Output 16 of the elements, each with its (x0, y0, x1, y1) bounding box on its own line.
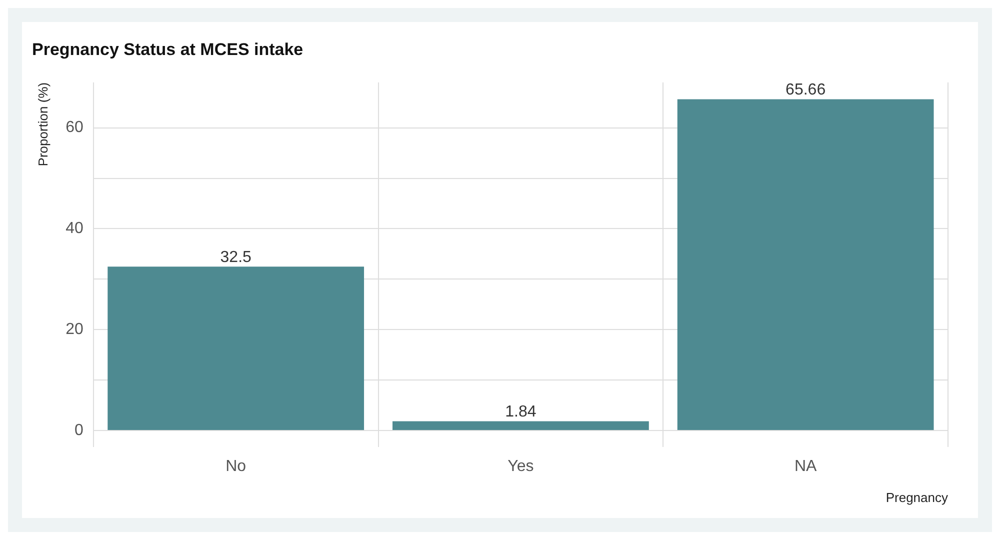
bar (108, 266, 364, 430)
bar (392, 421, 649, 430)
y-axis-title: Proportion (%) (35, 82, 50, 166)
data-label: 32.5 (220, 248, 252, 266)
bar (677, 99, 934, 430)
y-tick-label: 60 (66, 119, 84, 136)
x-axis-title: Pregnancy (886, 490, 948, 505)
x-tick-label: No (226, 458, 246, 476)
y-tick-label: 0 (74, 422, 84, 439)
x-tick-label: Yes (508, 458, 534, 476)
data-label: 65.66 (786, 82, 826, 99)
data-label: 1.84 (505, 404, 536, 421)
y-tick-label: 20 (66, 321, 84, 338)
y-tick-label: 40 (66, 220, 84, 238)
chart-title: Pregnancy Status at MCES intake (32, 40, 304, 59)
x-tick-label: NA (794, 458, 818, 476)
